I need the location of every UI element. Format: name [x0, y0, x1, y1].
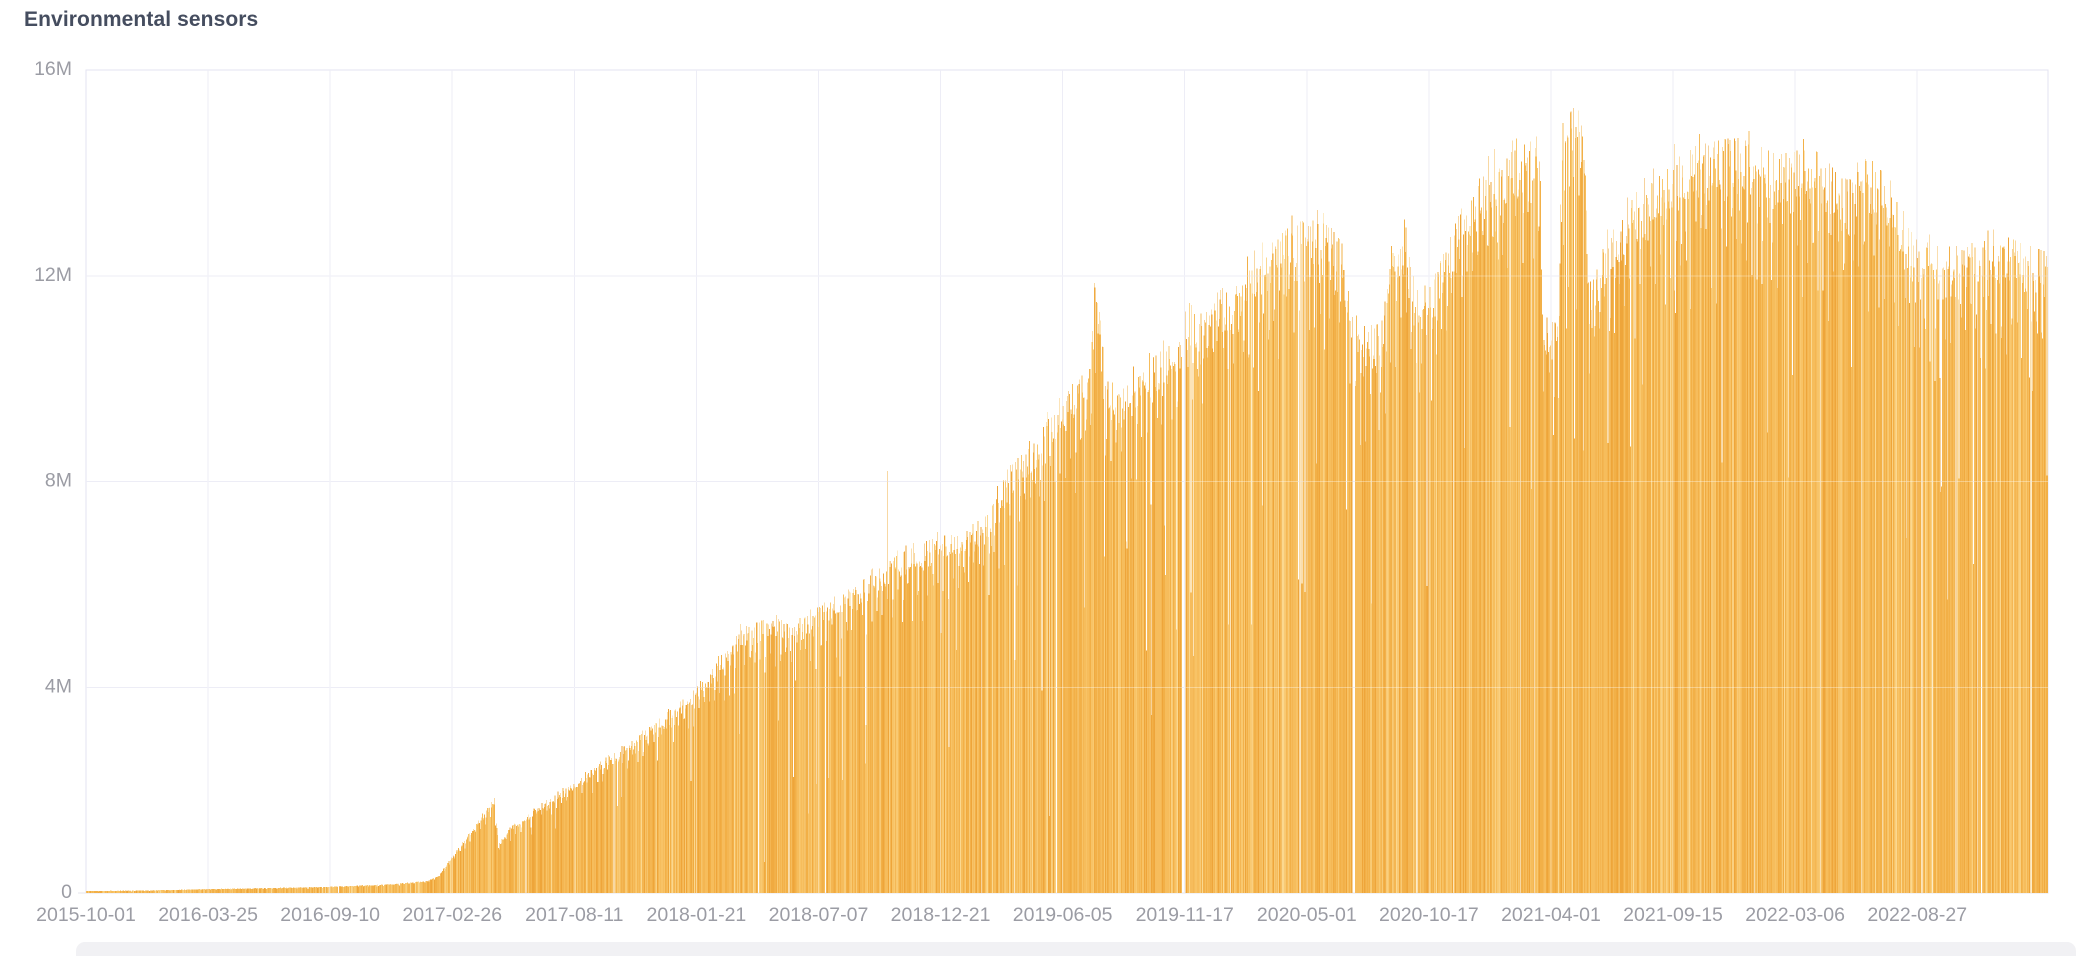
y-tick-label: 0	[61, 881, 72, 903]
x-tick-label: 2018-07-07	[769, 904, 869, 926]
x-tick-label: 2019-06-05	[1013, 904, 1113, 926]
x-tick-label: 2021-09-15	[1623, 904, 1723, 926]
x-tick-label: 2022-03-06	[1745, 904, 1845, 926]
x-tick-label: 2022-08-27	[1867, 904, 1967, 926]
x-tick-label: 2017-08-11	[525, 904, 623, 926]
y-tick-label: 12M	[34, 264, 72, 286]
x-tick-label: 2018-12-21	[891, 904, 991, 926]
grid-over	[86, 70, 2048, 893]
x-tick-label: 2020-10-17	[1379, 904, 1479, 926]
x-tick-label: 2021-04-01	[1501, 904, 1601, 926]
x-tick-label: 2016-09-10	[280, 904, 380, 926]
chart-title: Environmental sensors	[24, 8, 259, 31]
y-tick-label: 16M	[34, 58, 72, 80]
x-tick-label: 2016-03-25	[158, 904, 258, 926]
x-tick-label: 2018-01-21	[647, 904, 747, 926]
x-tick-label: 2020-05-01	[1257, 904, 1357, 926]
x-axis-labels: 2015-10-01 2016-03-25 2016-09-10 2017-02-26…	[36, 904, 1967, 926]
x-tick-label: 2017-02-26	[402, 904, 502, 926]
bars	[86, 108, 2048, 894]
x-tick-label: 2019-11-17	[1136, 904, 1234, 926]
y-tick-label: 4M	[45, 675, 72, 697]
x-tick-label: 2015-10-01	[36, 904, 136, 926]
bottom-strip	[76, 942, 2076, 956]
y-tick-label: 8M	[45, 470, 72, 492]
y-axis-labels: 0 4M 8M 12M 16M	[34, 58, 72, 903]
